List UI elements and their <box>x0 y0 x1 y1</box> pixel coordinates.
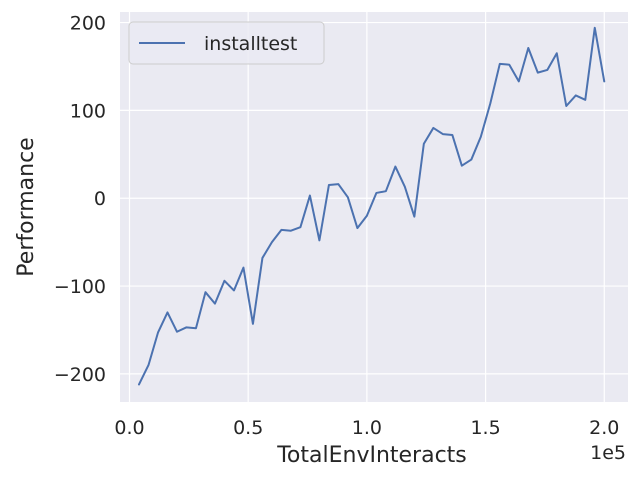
plot-area <box>120 12 628 402</box>
y-tick-label: 100 <box>70 100 106 122</box>
x-tick-label: 0.0 <box>114 417 144 439</box>
x-axis-label: TotalEnvInteracts <box>276 443 467 468</box>
x-axis-ticks: 0.0 0.5 1.0 1.5 2.0 <box>114 417 619 439</box>
y-axis-ticks: −200 −100 0 100 200 <box>54 13 106 386</box>
legend-label: installtest <box>204 33 297 55</box>
y-tick-label: −200 <box>54 364 106 386</box>
x-tick-label: 0.5 <box>233 417 263 439</box>
series-line-installtest <box>137 26 606 386</box>
x-tick-label: 1.5 <box>470 417 500 439</box>
x-tick-label: 1.0 <box>352 417 382 439</box>
x-tick-label: 2.0 <box>589 417 619 439</box>
legend: installtest <box>128 21 325 65</box>
y-axis-label: Performance <box>14 137 39 276</box>
series-layer <box>137 26 606 386</box>
grid-lines <box>120 12 628 402</box>
x-axis-offset-label: 1e5 <box>590 442 626 464</box>
y-tick-label: 0 <box>94 188 106 210</box>
y-tick-label: 200 <box>70 13 106 35</box>
y-tick-label: −100 <box>54 276 106 298</box>
legend-box <box>128 21 325 65</box>
